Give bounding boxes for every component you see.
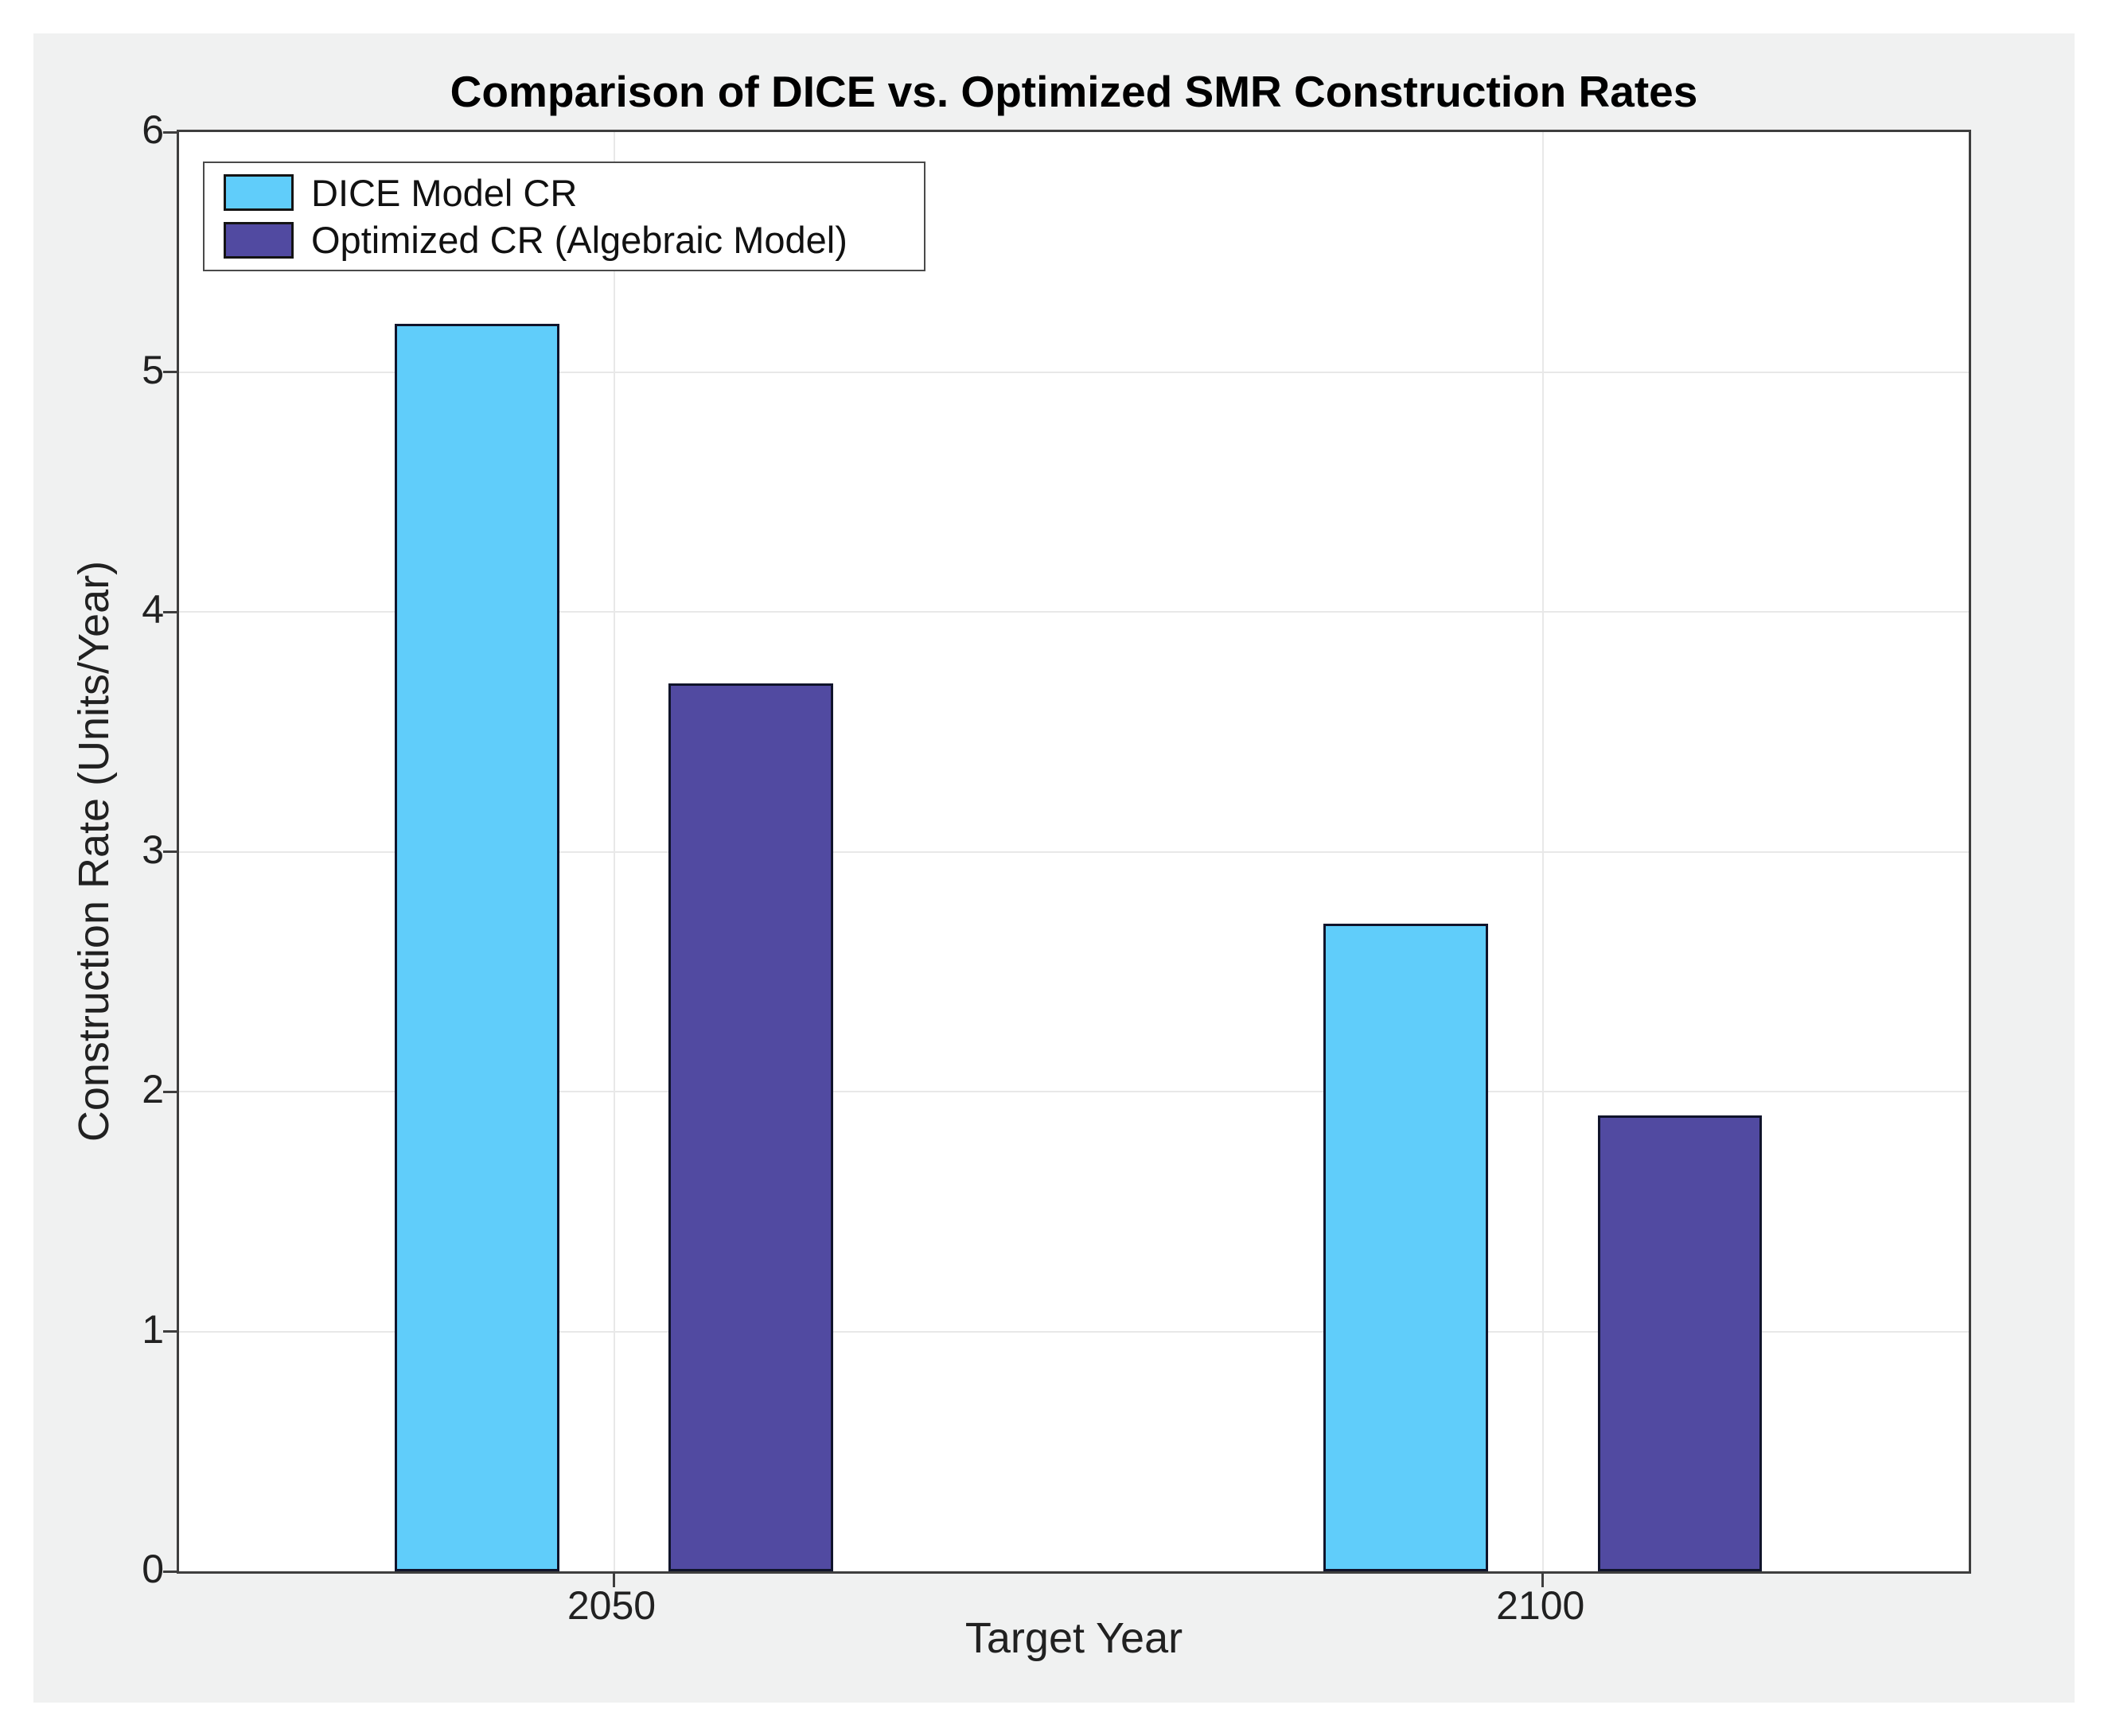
x-gridline xyxy=(1541,132,1544,1571)
x-tick-mark xyxy=(1541,1574,1545,1587)
x-axis-tick-labels: 2050 2100 xyxy=(177,1583,1971,1631)
y-tick-label: 3 xyxy=(142,827,164,872)
y-tick-label: 2 xyxy=(142,1067,164,1111)
y-axis-tick-labels: 0 1 2 3 4 5 6 xyxy=(0,107,164,1591)
bar-2050-series-1 xyxy=(668,683,833,1571)
bar-2100-series-0 xyxy=(1323,923,1488,1571)
y-gridline xyxy=(179,1091,1969,1092)
legend-label: Optimized CR (Algebraic Model) xyxy=(311,219,847,262)
y-gridline xyxy=(179,611,1969,613)
y-tick-mark xyxy=(163,1330,177,1333)
y-tick-mark xyxy=(163,850,177,853)
legend-swatch xyxy=(224,174,294,212)
y-tick-mark xyxy=(163,371,177,373)
y-tick-mark xyxy=(163,1090,177,1093)
y-tick-label: 0 xyxy=(142,1547,164,1591)
x-tick-mark xyxy=(613,1574,615,1587)
y-tick-mark xyxy=(163,130,177,134)
x-tick-label: 2100 xyxy=(1496,1583,1585,1628)
y-gridline xyxy=(179,1330,1969,1333)
x-axis-label: Target Year xyxy=(964,1614,1183,1662)
legend-entry: DICE Model CR xyxy=(205,171,924,214)
y-gridline xyxy=(179,850,1969,853)
y-tick-mark xyxy=(163,1570,177,1573)
legend-swatch xyxy=(224,221,294,259)
legend-label: DICE Model CR xyxy=(311,171,578,214)
y-tick-label: 5 xyxy=(142,347,164,392)
y-tick-label: 6 xyxy=(142,107,164,152)
y-tick-mark xyxy=(163,610,177,613)
y-tick-label: 1 xyxy=(142,1306,164,1352)
y-axis-label: Construction Rate (Units/Year) xyxy=(70,560,118,1142)
y-tick-label: 4 xyxy=(142,587,164,632)
x-gridline xyxy=(613,132,615,1571)
legend: DICE Model CR Optimized CR (Algebraic Mod… xyxy=(203,162,925,271)
y-gridline xyxy=(179,371,1969,373)
bar-2050-series-0 xyxy=(395,324,559,1571)
plot-area xyxy=(163,130,1971,1587)
bar-2100-series-1 xyxy=(1597,1115,1762,1571)
x-tick-label: 2050 xyxy=(567,1583,657,1628)
legend-entry: Optimized CR (Algebraic Model) xyxy=(205,219,924,262)
chart-title: Comparison of DICE vs. Optimized SMR Con… xyxy=(450,67,1698,116)
